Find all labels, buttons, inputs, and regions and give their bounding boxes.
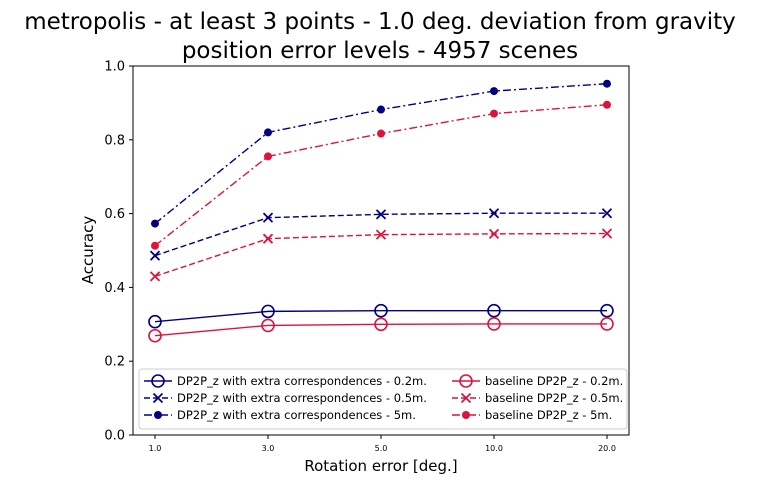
- series-4-point-5: [600, 317, 614, 331]
- series-6-point-4: [490, 109, 498, 118]
- series-3-line: [154, 83, 608, 225]
- series-6: [151, 100, 611, 250]
- legend-label: DP2P_z with extra correspondences - 0.5m…: [177, 391, 427, 405]
- series-4-point-2: [261, 318, 275, 333]
- legend-label: baseline DP2P_z - 0.5m.: [485, 391, 623, 405]
- series-3: [151, 79, 611, 228]
- legend-entry-5: baseline DP2P_z - 0.5m.: [452, 391, 623, 405]
- series-4-point-4: [487, 317, 501, 331]
- series-6-point-2: [264, 152, 272, 161]
- y-tick-label: 0.2: [104, 355, 125, 370]
- series-1-point-5: [600, 303, 614, 318]
- series-3-point-3: [377, 105, 385, 114]
- series-5-point-4: [488, 228, 500, 240]
- x-tick-label: 3.0: [262, 444, 275, 453]
- y-tick-label: 0.6: [104, 207, 125, 222]
- series-6-line: [154, 104, 608, 247]
- legend-label: DP2P_z with extra correspondences - 0.2m…: [177, 374, 427, 388]
- series-3-point-4: [490, 87, 498, 96]
- series-5-point-3: [375, 229, 387, 240]
- series-2-point-5: [601, 208, 613, 219]
- series-5: [149, 228, 613, 282]
- x-tick-label: 20.0: [598, 444, 616, 453]
- legend-entry-3: DP2P_z with extra correspondences - 5m.: [144, 408, 416, 422]
- legend-marker: [459, 374, 473, 388]
- series-marks: [148, 79, 614, 343]
- legend-marker: [152, 392, 164, 404]
- legend-entry-2: DP2P_z with extra correspondences - 0.5m…: [144, 391, 427, 405]
- y-tick-label: 0.0: [104, 429, 125, 444]
- series-1-point-1: [148, 314, 162, 329]
- series-3-point-5: [603, 79, 611, 88]
- series-3-point-1: [151, 219, 159, 228]
- y-tick-label: 0.4: [104, 281, 125, 296]
- legend: DP2P_z with extra correspondences - 0.2m…: [138, 368, 628, 430]
- series-2-point-2: [262, 212, 274, 223]
- series-4: [148, 317, 614, 343]
- series-5-point-2: [262, 233, 274, 244]
- series-2-point-1: [149, 250, 161, 261]
- series-1-point-3: [374, 303, 388, 318]
- legend-marker: [460, 392, 472, 404]
- x-tick-label: 5.0: [375, 444, 388, 453]
- series-3-point-2: [264, 128, 272, 137]
- series-1-point-2: [261, 304, 275, 319]
- x-axis-ticks: 1.0 3.0 5.0 10.0 20.0: [149, 435, 616, 453]
- chart-title-line-1: metropolis - at least 3 points - 1.0 deg…: [24, 9, 736, 35]
- legend-label: DP2P_z with extra correspondences - 5m.: [177, 408, 416, 422]
- series-4-line: [154, 323, 607, 337]
- series-2-line: [154, 212, 607, 257]
- series-1-point-4: [487, 303, 501, 318]
- legend-label: baseline DP2P_z - 0.2m.: [485, 374, 623, 388]
- series-5-line: [154, 232, 608, 277]
- legend-marker: [462, 411, 470, 419]
- legend-entry-4: baseline DP2P_z - 0.2m.: [452, 374, 623, 388]
- series-5-point-5: [601, 228, 613, 239]
- legend-marker: [154, 411, 162, 419]
- series-4-point-3: [374, 317, 388, 332]
- series-6-point-3: [377, 129, 385, 138]
- series-1-line: [154, 309, 607, 323]
- y-tick-label: 0.8: [104, 133, 125, 148]
- legend-box: [138, 368, 628, 430]
- legend-marker: [151, 374, 165, 388]
- y-axis-ticks: 0.0 0.2 0.4 0.6 0.8 1.0: [104, 60, 133, 444]
- series-4-point-1: [148, 328, 162, 343]
- series-6-point-5: [603, 100, 611, 109]
- x-tick-label: 10.0: [485, 444, 503, 453]
- series-6-point-1: [151, 241, 159, 250]
- series-2: [149, 208, 613, 261]
- x-tick-label: 1.0: [149, 444, 162, 453]
- series-2-point-4: [488, 208, 500, 219]
- legend-entry-6: baseline DP2P_z - 5m.: [452, 408, 612, 422]
- series-2-point-3: [375, 209, 387, 220]
- x-axis-label: Rotation error [deg.]: [304, 457, 457, 475]
- y-axis-label: Accuracy: [79, 216, 97, 285]
- y-tick-label: 1.0: [104, 60, 125, 75]
- legend-entry-1: DP2P_z with extra correspondences - 0.2m…: [144, 374, 427, 388]
- series-5-point-1: [149, 271, 161, 282]
- chart-title-line-2: position error levels - 4957 scenes: [182, 38, 578, 64]
- legend-label: baseline DP2P_z - 5m.: [485, 408, 612, 422]
- series-1: [148, 303, 614, 329]
